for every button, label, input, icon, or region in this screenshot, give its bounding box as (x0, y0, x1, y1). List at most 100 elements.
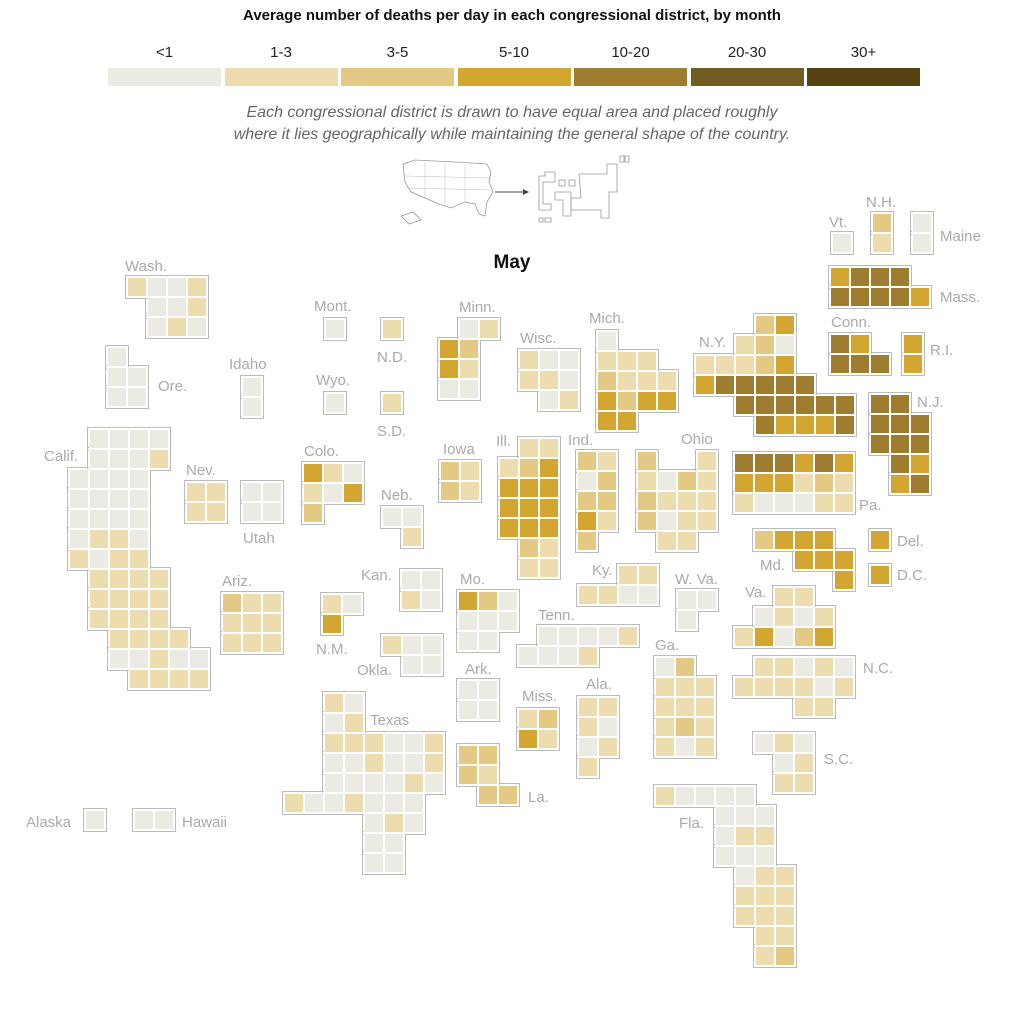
district-cell[interactable] (323, 595, 341, 613)
district-cell[interactable] (499, 612, 517, 630)
district-cell[interactable] (735, 454, 753, 472)
district-cell[interactable] (403, 656, 421, 674)
district-cell[interactable] (243, 398, 261, 416)
district-cell[interactable] (795, 754, 813, 772)
district-cell[interactable] (756, 907, 774, 925)
district-cell[interactable] (461, 482, 479, 500)
district-cell[interactable] (619, 627, 637, 645)
district-cell[interactable] (540, 539, 558, 557)
district-cell[interactable] (187, 503, 205, 521)
district-cell[interactable] (796, 376, 814, 394)
district-cell[interactable] (403, 636, 421, 654)
district-cell[interactable] (638, 472, 656, 490)
district-cell[interactable] (223, 594, 241, 612)
district-cell[interactable] (326, 320, 344, 338)
district-cell[interactable] (130, 670, 148, 688)
district-cell[interactable] (110, 430, 128, 448)
district-cell[interactable] (155, 811, 173, 829)
district-cell[interactable] (540, 439, 558, 457)
district-cell[interactable] (676, 658, 694, 676)
district-cell[interactable] (520, 559, 538, 577)
district-cell[interactable] (638, 452, 656, 470)
district-cell[interactable] (599, 738, 617, 756)
district-cell[interactable] (598, 472, 616, 490)
district-cell[interactable] (540, 351, 558, 369)
district-cell[interactable] (90, 470, 108, 488)
district-cell[interactable] (304, 484, 322, 502)
district-cell[interactable] (871, 268, 889, 286)
district-cell[interactable] (698, 452, 716, 470)
district-cell[interactable] (459, 592, 477, 610)
district-cell[interactable] (911, 415, 929, 433)
district-cell[interactable] (678, 532, 696, 550)
district-cell[interactable] (345, 794, 363, 812)
district-cell[interactable] (578, 492, 596, 510)
district-cell[interactable] (263, 503, 281, 521)
district-cell[interactable] (207, 483, 225, 501)
district-cell[interactable] (304, 464, 322, 482)
district-cell[interactable] (110, 570, 128, 588)
district-cell[interactable] (756, 847, 774, 865)
district-cell[interactable] (519, 710, 537, 728)
district-cell[interactable] (696, 718, 714, 736)
district-cell[interactable] (579, 647, 597, 665)
district-cell[interactable] (776, 927, 794, 945)
district-cell[interactable] (170, 630, 188, 648)
district-cell[interactable] (540, 499, 558, 517)
district-cell[interactable] (815, 531, 833, 549)
district-cell[interactable] (579, 698, 597, 716)
district-cell[interactable] (873, 214, 891, 232)
district-cell[interactable] (461, 462, 479, 480)
district-cell[interactable] (678, 492, 696, 510)
district-cell[interactable] (716, 807, 734, 825)
district-cell[interactable] (460, 380, 478, 398)
district-cell[interactable] (423, 656, 441, 674)
district-cell[interactable] (851, 268, 869, 286)
district-cell[interactable] (243, 378, 261, 396)
district-cell[interactable] (755, 454, 773, 472)
district-cell[interactable] (776, 396, 794, 414)
district-cell[interactable] (658, 372, 676, 390)
district-cell[interactable] (441, 482, 459, 500)
district-cell[interactable] (110, 550, 128, 568)
district-cell[interactable] (795, 774, 813, 792)
district-cell[interactable] (168, 298, 186, 316)
district-cell[interactable] (831, 268, 849, 286)
district-cell[interactable] (835, 474, 853, 492)
district-cell[interactable] (775, 628, 793, 646)
district-cell[interactable] (795, 734, 813, 752)
district-cell[interactable] (70, 530, 88, 548)
district-cell[interactable] (696, 376, 714, 394)
district-cell[interactable] (385, 834, 403, 852)
district-cell[interactable] (755, 658, 773, 676)
district-cell[interactable] (833, 234, 851, 252)
district-cell[interactable] (871, 415, 889, 433)
district-cell[interactable] (402, 591, 420, 609)
district-cell[interactable] (815, 494, 833, 512)
district-cell[interactable] (599, 718, 617, 736)
district-cell[interactable] (815, 678, 833, 696)
district-cell[interactable] (871, 355, 889, 373)
district-cell[interactable] (776, 867, 794, 885)
district-cell[interactable] (188, 298, 206, 316)
district-cell[interactable] (599, 698, 617, 716)
district-cell[interactable] (70, 470, 88, 488)
district-cell[interactable] (795, 474, 813, 492)
district-cell[interactable] (479, 766, 497, 784)
district-cell[interactable] (520, 439, 538, 457)
district-cell[interactable] (500, 519, 518, 537)
district-cell[interactable] (776, 316, 794, 334)
district-cell[interactable] (365, 854, 383, 872)
district-cell[interactable] (736, 807, 754, 825)
district-cell[interactable] (345, 734, 363, 752)
district-cell[interactable] (403, 508, 421, 526)
district-cell[interactable] (599, 627, 617, 645)
district-cell[interactable] (913, 234, 931, 252)
district-cell[interactable] (383, 394, 401, 412)
district-cell[interactable] (440, 340, 458, 358)
district-cell[interactable] (365, 734, 383, 752)
district-cell[interactable] (736, 336, 754, 354)
district-cell[interactable] (108, 368, 126, 386)
district-cell[interactable] (108, 348, 126, 366)
district-cell[interactable] (440, 360, 458, 378)
